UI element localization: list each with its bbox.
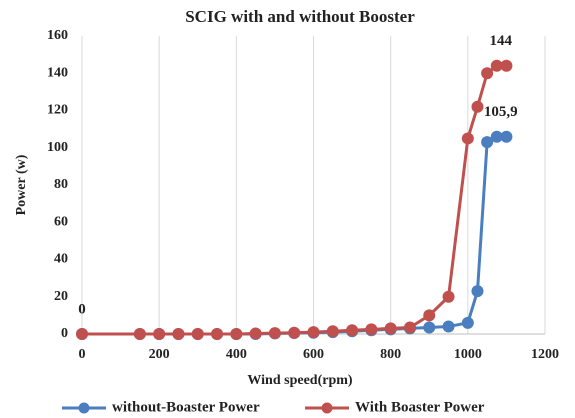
point [461,316,474,329]
x-tick-label: 600 [303,347,324,362]
y-tick-label: 20 [54,289,68,304]
legend-label: without-Boaster Power [112,399,260,415]
data-label: 144 [490,33,513,49]
chart-title: SCIG with and without Booster [185,7,415,26]
point [249,327,262,340]
y-tick-label: 0 [61,326,68,341]
x-tick-label: 1200 [531,347,559,362]
x-tick-label: 400 [226,347,247,362]
legend-marker [321,402,333,414]
point [481,67,494,80]
point [230,328,243,340]
point [442,290,455,303]
data-label: 105,9 [484,104,518,120]
y-tick-label: 140 [47,65,68,80]
point [365,323,378,336]
y-axis-label: Power (w) [14,154,29,215]
point [326,325,339,338]
point [500,130,513,143]
x-tick-label: 1000 [454,347,482,362]
point [76,328,88,340]
x-tick-label: 800 [380,347,401,362]
legend-marker [78,402,90,414]
point [191,328,204,340]
point [133,328,146,340]
point [153,328,166,340]
point [403,321,416,334]
y-tick-label: 100 [47,140,68,155]
point [172,328,185,340]
x-axis-label: Wind speed(rpm) [247,373,352,388]
point [268,327,281,340]
x-tick-label: 200 [149,347,170,362]
point [490,59,503,72]
point [481,136,494,149]
data-label: 0 [78,301,86,317]
point [442,320,455,333]
point [500,59,513,72]
series-line [82,64,507,336]
y-tick-label: 40 [54,252,68,267]
y-tick-label: 60 [54,214,68,229]
point [307,326,320,339]
point [288,326,301,339]
y-tick-label: 80 [54,177,68,192]
point [384,322,397,335]
point [471,100,484,113]
point [461,132,474,145]
point [471,285,484,298]
point [423,309,436,322]
y-tick-label: 160 [47,28,68,43]
point [490,130,503,143]
x-tick-label: 0 [79,347,86,362]
point [211,328,224,340]
y-tick-label: 120 [47,103,68,118]
point [423,321,436,334]
legend-label: With Boaster Power [355,399,485,415]
point [346,324,359,337]
